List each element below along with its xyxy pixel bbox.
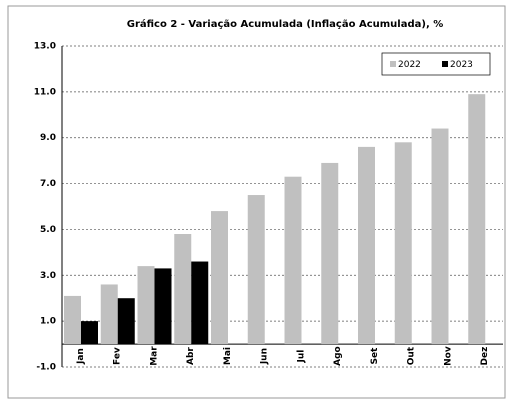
y-tick-label: 5.0 <box>40 225 56 235</box>
x-tick-label: Mai <box>223 347 233 365</box>
bar <box>468 94 486 345</box>
bar <box>321 162 339 345</box>
bar <box>394 142 412 345</box>
bar <box>154 268 172 345</box>
bar <box>64 295 81 345</box>
chart-frame <box>7 5 506 399</box>
legend-box <box>381 52 491 76</box>
bar <box>284 176 302 345</box>
x-tick-label: Jun <box>260 348 270 365</box>
bar <box>247 195 265 345</box>
bar <box>137 266 155 345</box>
bar <box>174 234 192 345</box>
x-tick-label: Jan <box>76 348 86 365</box>
y-tick-label: 3.0 <box>40 271 56 281</box>
y-tick-label: -1.0 <box>36 363 56 373</box>
x-tick-label: Fev <box>113 347 123 365</box>
x-tick-label: Set <box>370 347 380 365</box>
bar <box>117 298 135 345</box>
chart-title: Gráfico 2 - Variação Acumulada (Inflação… <box>127 18 444 30</box>
bar <box>211 211 228 345</box>
bar <box>431 128 449 345</box>
bar <box>358 146 375 345</box>
x-tick-label: Out <box>407 346 417 365</box>
y-tick-label: 1.0 <box>40 317 56 327</box>
x-tick-label: Ago <box>333 346 343 366</box>
y-tick-label: 9.0 <box>40 133 56 143</box>
bar <box>191 261 209 345</box>
x-tick-label: Dez <box>480 347 490 366</box>
bar <box>81 321 98 345</box>
y-tick-label: 11.0 <box>34 87 56 97</box>
y-tick-label: 7.0 <box>40 179 56 189</box>
x-tick-label: Nov <box>443 346 453 366</box>
legend-label: 2023 <box>450 60 473 70</box>
x-tick-label: Abr <box>186 347 196 365</box>
legend-label: 2022 <box>398 60 421 70</box>
legend-swatch <box>390 61 396 67</box>
x-tick-label: Jul <box>296 350 306 364</box>
bar <box>100 284 118 345</box>
y-tick-label: 13.0 <box>34 42 56 52</box>
legend-swatch <box>442 61 448 67</box>
x-tick-label: Mar <box>149 346 159 366</box>
